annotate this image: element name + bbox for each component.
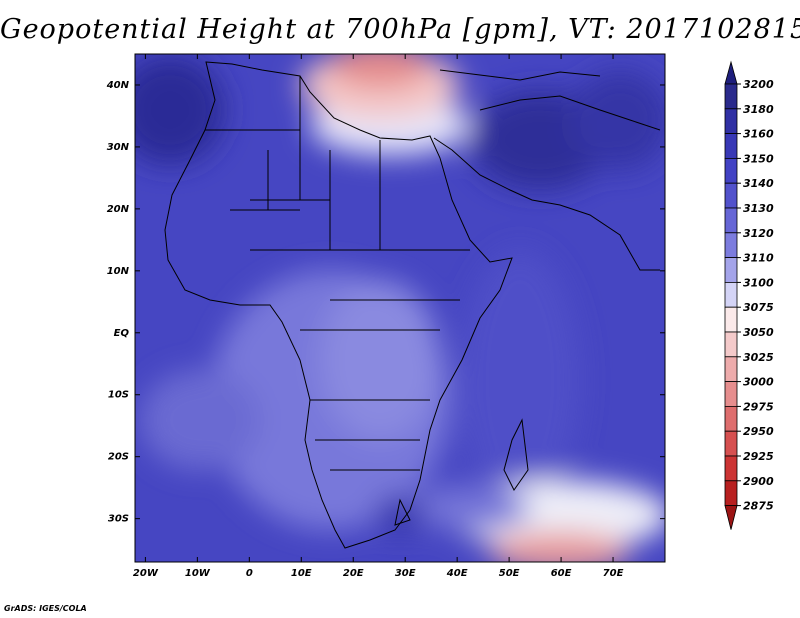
colorbar-box (724, 232, 738, 259)
colorbar-label: 2925 (743, 450, 774, 463)
lon-tick-label: 50E (499, 568, 520, 579)
lat-tick-label: 20N (107, 204, 130, 215)
lon-tick-label: 10W (185, 568, 211, 579)
colorbar-arrow-top (724, 60, 738, 85)
lon-tick-label: 30E (395, 568, 416, 579)
colorbar-label: 2950 (743, 425, 774, 438)
lon-tick-label: 60E (551, 568, 572, 579)
colorbar-label: 3050 (743, 326, 774, 339)
colorbar-label: 3110 (743, 252, 774, 265)
lon-tick-label: 0 (246, 568, 253, 579)
lat-tick-label: 20S (108, 452, 129, 463)
lon-tick-label: 20E (343, 568, 364, 579)
lon-tick-label: 20W (133, 568, 159, 579)
colorbar-box (724, 108, 738, 135)
colorbar-box (724, 157, 738, 184)
lat-tick-label: EQ (114, 328, 130, 339)
colorbar-label: 3160 (743, 128, 774, 141)
colorbar-box (724, 257, 738, 283)
colorbar-label: 3120 (743, 227, 774, 240)
map-title: Geopotential Height at 700hPa [gpm], VT:… (0, 14, 800, 45)
colorbar-label: 3000 (743, 376, 774, 389)
lon-tick-label: 40E (446, 568, 468, 579)
height-field (135, 54, 665, 562)
colorbar-box (724, 281, 738, 308)
lat-tick-label: 30S (108, 514, 129, 525)
colorbar-box (724, 405, 738, 432)
colorbar: 3200 3180 3160 3150 3140 3130 3120 3110 3100 3075… (724, 60, 774, 530)
colorbar-label: 3200 (743, 78, 774, 91)
plot-frame (134, 53, 666, 563)
colorbar-label: 3075 (743, 301, 774, 314)
colorbar-box (724, 133, 738, 159)
colorbar-label: 3130 (743, 202, 774, 215)
grads-credit: GrADS: IGES/COLA (4, 604, 87, 613)
colorbar-box (724, 381, 738, 407)
colorbar-box (724, 83, 738, 110)
colorbar-label: 3180 (743, 103, 774, 116)
colorbar-label: 3025 (743, 351, 774, 364)
colorbar-label: 2975 (743, 400, 774, 413)
colorbar-label: 3150 (743, 152, 774, 165)
lat-tick-label: 10S (108, 390, 129, 401)
colorbar-box (724, 430, 738, 457)
colorbar-label: 3140 (743, 177, 774, 190)
coastlines (164, 61, 661, 549)
colorbar-box (724, 480, 738, 506)
lon-tick-label: 10E (291, 568, 312, 579)
colorbar-box (724, 207, 738, 234)
colorbar-label: 2875 (743, 500, 774, 513)
colorbar-label: 3100 (743, 276, 774, 289)
colorbar-label: 2900 (743, 475, 774, 488)
lon-tick-label: 70E (603, 568, 624, 579)
colorbar-box (724, 356, 738, 382)
lat-tick-label: 40N (106, 80, 130, 91)
colorbar-arrow-bottom (724, 505, 738, 530)
lat-tick-label: 10N (107, 266, 130, 277)
colorbar-box (724, 182, 738, 209)
colorbar-box (724, 455, 738, 482)
map-axes: 20W 10W 0 10E 20E 30E 40E 50E 60E 70E 40N 30N 20N 10N… (106, 54, 665, 579)
lat-tick-label: 30N (107, 142, 130, 153)
colorbar-box (724, 331, 738, 358)
colorbar-box (724, 306, 738, 333)
